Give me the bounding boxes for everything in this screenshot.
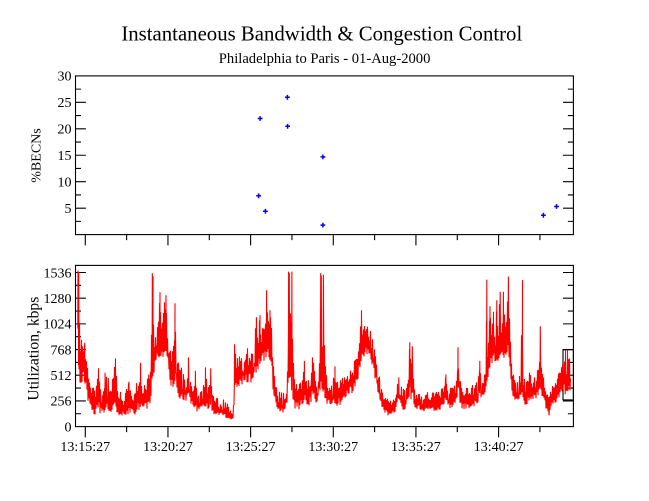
- svg-text:15: 15: [58, 149, 72, 164]
- svg-text:1024: 1024: [44, 318, 72, 333]
- svg-text:Instantaneous Bandwidth & Cong: Instantaneous Bandwidth & Congestion Con…: [121, 22, 522, 45]
- svg-text:Utilization, kbps: Utilization, kbps: [26, 297, 43, 401]
- svg-text:10: 10: [58, 176, 72, 191]
- svg-text:256: 256: [51, 395, 72, 410]
- svg-text:0: 0: [65, 420, 72, 435]
- svg-text:25: 25: [58, 96, 72, 111]
- svg-text:13:25:27: 13:25:27: [226, 440, 276, 455]
- svg-text:1280: 1280: [44, 292, 72, 307]
- svg-text:1536: 1536: [44, 266, 72, 281]
- svg-text:Philadelphia to Paris - 01-Aug: Philadelphia to Paris - 01-Aug-2000: [219, 51, 431, 67]
- svg-text:13:40:27: 13:40:27: [474, 440, 524, 455]
- svg-text:512: 512: [51, 369, 72, 384]
- svg-text:13:20:27: 13:20:27: [143, 440, 193, 455]
- svg-text:20: 20: [58, 123, 72, 138]
- svg-text:13:35:27: 13:35:27: [391, 440, 441, 455]
- svg-text:%BECNs: %BECNs: [30, 128, 45, 182]
- svg-text:13:30:27: 13:30:27: [308, 440, 358, 455]
- svg-text:30: 30: [58, 70, 72, 85]
- svg-text:5: 5: [65, 202, 72, 217]
- svg-text:768: 768: [51, 343, 72, 358]
- svg-text:13:15:27: 13:15:27: [60, 440, 110, 455]
